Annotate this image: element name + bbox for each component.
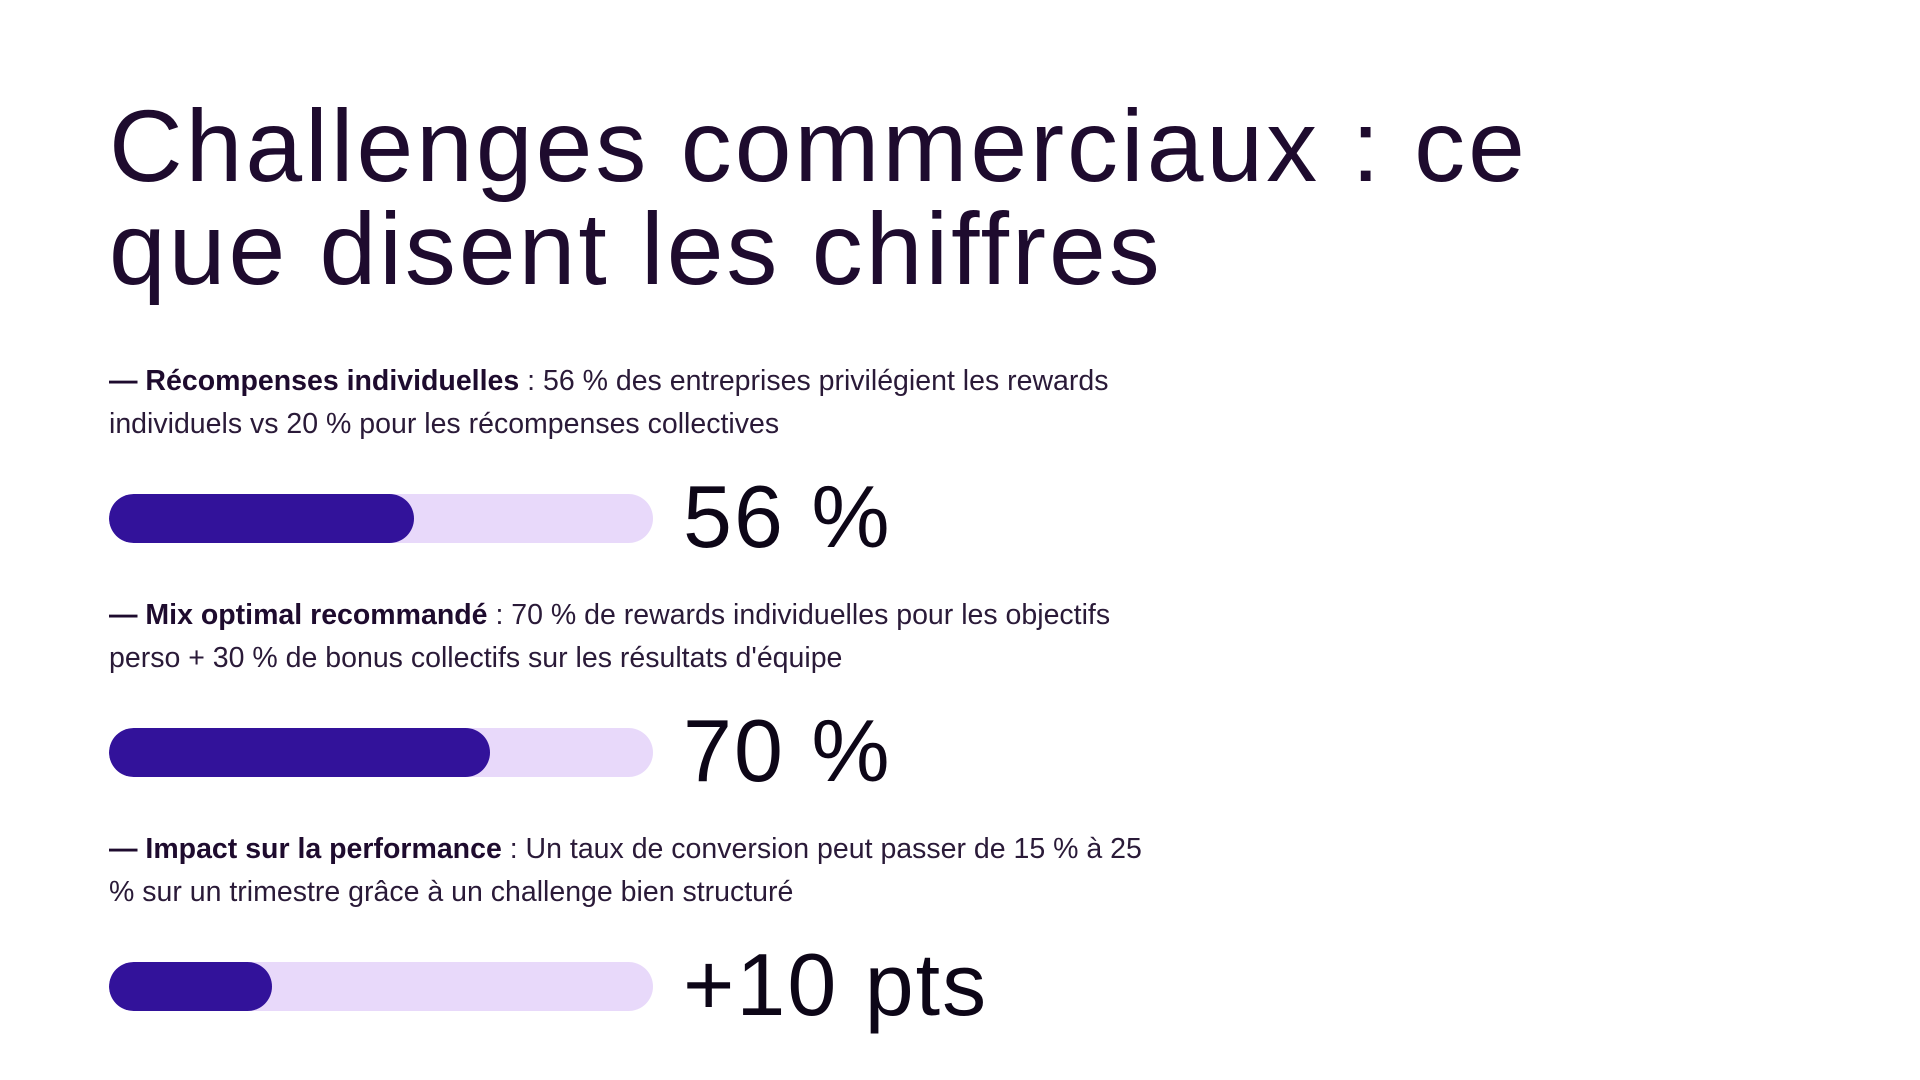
bar-row: 56 % [109,467,1309,574]
title: Challenges commerciaux : ce que disent l… [109,89,1528,306]
progress-track [109,728,653,777]
stat-item: — Impact sur la performance : Un taux de… [109,828,1309,1042]
progress-track [109,494,653,543]
stat-value: +10 pts [683,935,989,1034]
progress-track [109,962,653,1011]
description: — Impact sur la performance : Un taux de… [109,828,1149,914]
stat-item: — Mix optimal recommandé : 70 % de rewar… [109,594,1309,808]
stat-value: 70 % [683,701,892,800]
bar-row: 70 % [109,701,1309,808]
description: — Mix optimal recommandé : 70 % de rewar… [109,594,1149,680]
item-text: : 70 % de rewards individuelles pour les… [109,599,1111,674]
bar-row: +10 pts [109,935,1309,1042]
stat-value: 56 % [683,467,892,566]
progress-fill [109,728,490,777]
item-label: — Impact sur la performance [109,833,502,865]
item-label: — Mix optimal recommandé [109,599,488,631]
description: — Récompenses individuelles : 56 % des e… [109,360,1149,446]
progress-fill [109,962,273,1011]
progress-fill [109,494,414,543]
item-text: : Un taux de conversion peut passer de 1… [109,833,1142,908]
item-label: — Récompenses individuelles [109,365,520,397]
stat-item: — Récompenses individuelles : 56 % des e… [109,360,1309,574]
item-text: : 56 % des entreprises privilégient les … [109,365,1109,440]
